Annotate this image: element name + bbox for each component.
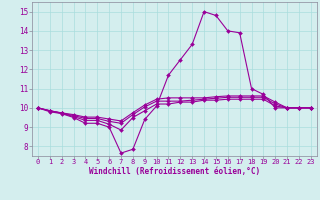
X-axis label: Windchill (Refroidissement éolien,°C): Windchill (Refroidissement éolien,°C)	[89, 167, 260, 176]
